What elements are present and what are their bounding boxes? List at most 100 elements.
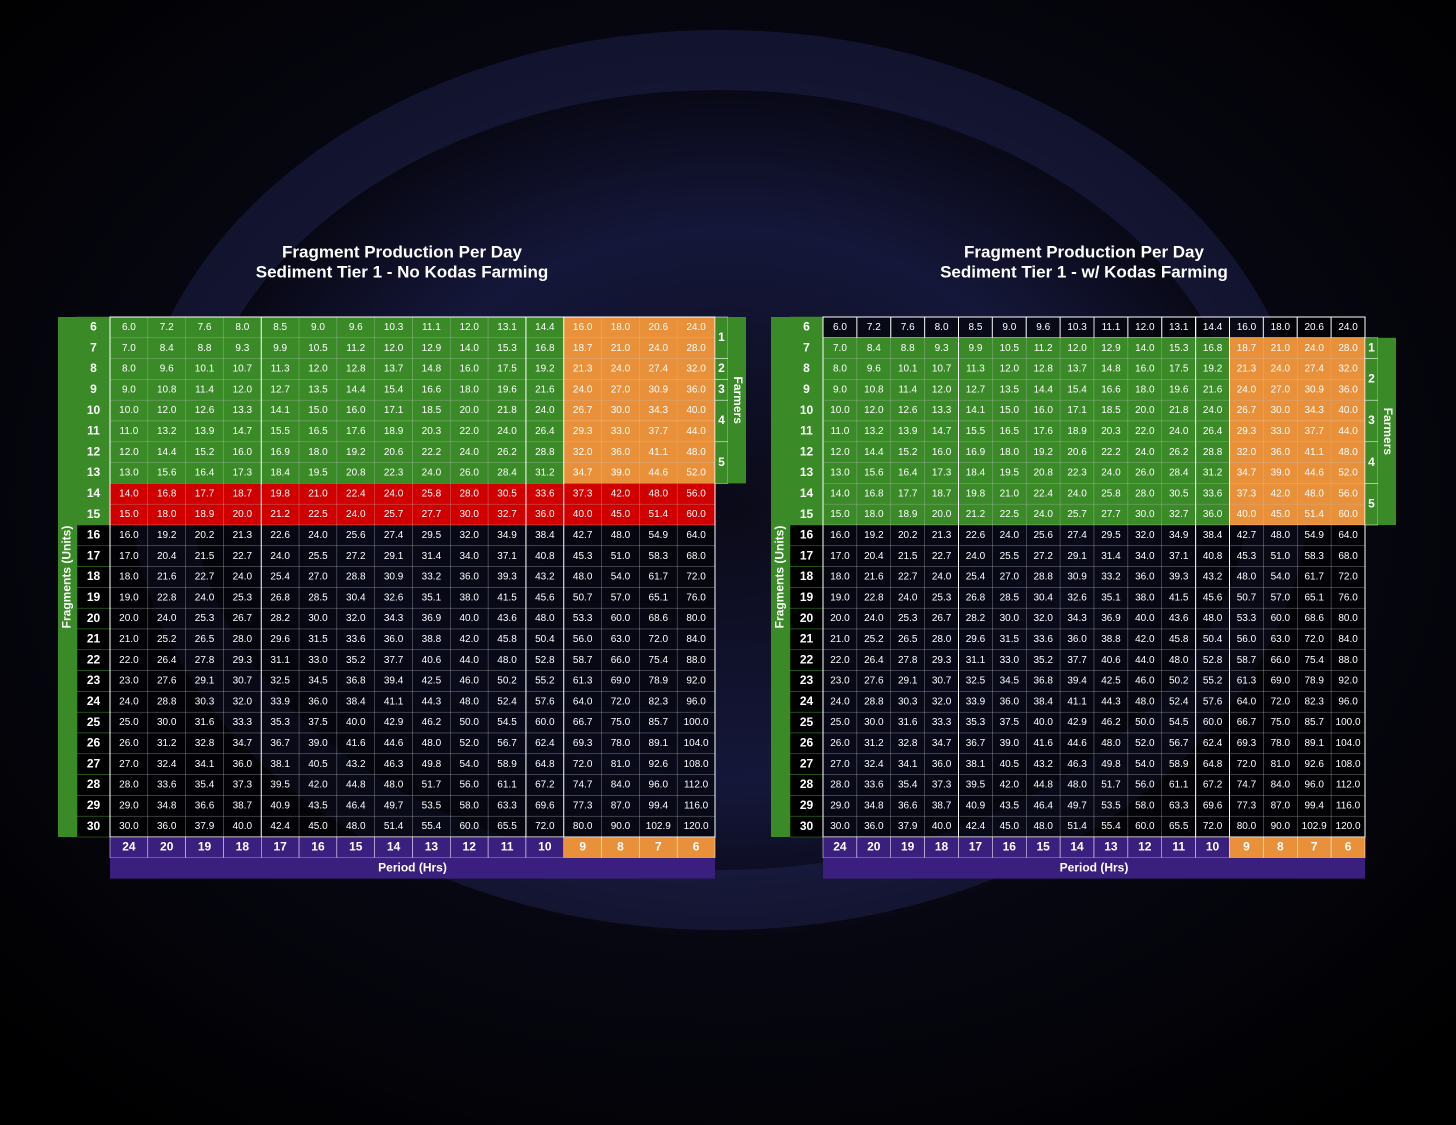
cell-value: 9.0 (122, 384, 136, 395)
period-label: 17 (273, 840, 287, 854)
cell-value: 35.4 (195, 780, 215, 791)
cell-value: 61.3 (1237, 676, 1257, 687)
cell-value: 80.0 (1237, 821, 1257, 832)
cell-value: 48.0 (611, 530, 631, 541)
cell-value: 24.0 (497, 426, 517, 437)
cell-value: 24.0 (1338, 322, 1358, 333)
row-label: 27 (87, 756, 101, 770)
cell-value: 40.6 (1101, 655, 1121, 666)
cell-value: 24.0 (898, 592, 918, 603)
cell-value: 42.9 (1067, 717, 1087, 728)
cell-value: 57.6 (535, 696, 555, 707)
cell-value: 25.7 (384, 509, 404, 520)
cell-value: 51.7 (422, 780, 442, 791)
cell-value: 52.8 (535, 655, 555, 666)
cell-value: 8.5 (968, 322, 982, 333)
cell-value: 16.0 (233, 447, 253, 458)
cell-value: 18.7 (233, 488, 253, 499)
cell-value: 24.0 (611, 364, 631, 375)
cell-value: 26.4 (864, 655, 884, 666)
cell-value: 48.0 (1203, 613, 1223, 624)
cell-value: 61.1 (1169, 780, 1189, 791)
cell-value: 58.0 (1135, 800, 1155, 811)
cell-value: 7.6 (901, 322, 915, 333)
cell-value: 33.0 (1271, 426, 1291, 437)
period-label: 6 (1345, 840, 1352, 854)
cell-value: 63.3 (1169, 800, 1189, 811)
cell-value: 28.8 (157, 696, 177, 707)
cell-value: 9.3 (235, 343, 249, 354)
cell-value: 31.6 (195, 717, 215, 728)
cell-value: 37.1 (1169, 551, 1189, 562)
cell-value: 19.2 (1203, 364, 1223, 375)
cell-value: 30.9 (384, 572, 404, 583)
cell-value: 38.7 (233, 800, 253, 811)
cell-value: 29.6 (966, 634, 986, 645)
cell-value: 28.0 (686, 343, 706, 354)
row-label: 13 (800, 465, 814, 479)
cell-value: 11.2 (1034, 343, 1053, 354)
cell-value: 22.8 (157, 592, 177, 603)
cell-value: 41.5 (497, 592, 517, 603)
cell-value: 39.3 (497, 572, 517, 583)
cell-value: 50.7 (573, 592, 593, 603)
period-label: 7 (655, 840, 662, 854)
cell-value: 35.4 (898, 780, 918, 791)
cell-value: 26.5 (195, 634, 215, 645)
cell-value: 22.4 (346, 488, 366, 499)
cell-value: 8.5 (273, 322, 287, 333)
cell-value: 27.0 (1000, 572, 1020, 583)
cell-value: 10.3 (384, 322, 404, 333)
x-axis-label: Period (Hrs) (1060, 860, 1129, 874)
cell-value: 18.5 (1101, 405, 1121, 416)
cell-value: 25.4 (270, 572, 290, 583)
cell-value: 25.2 (864, 634, 884, 645)
cell-value: 44.3 (422, 696, 442, 707)
cell-value: 28.8 (864, 696, 884, 707)
period-label: 14 (1070, 840, 1084, 854)
cell-value: 21.0 (1000, 488, 1020, 499)
cell-value: 51.0 (1271, 551, 1291, 562)
cell-value: 52.0 (1135, 738, 1155, 749)
cell-value: 30.0 (119, 821, 139, 832)
cell-value: 27.0 (308, 572, 328, 583)
cell-value: 43.2 (535, 572, 555, 583)
cell-value: 13.2 (157, 426, 177, 437)
cell-value: 9.0 (311, 322, 325, 333)
row-label: 15 (87, 507, 101, 521)
row-label: 6 (90, 320, 97, 334)
cell-value: 44.6 (384, 738, 404, 749)
cell-value: 84.0 (611, 780, 631, 791)
cell-value: 48.0 (1101, 738, 1121, 749)
cell-value: 30.3 (898, 696, 918, 707)
cell-value: 18.0 (864, 509, 884, 520)
cell-value: 24.0 (966, 551, 986, 562)
cell-value: 56.0 (1237, 634, 1257, 645)
cell-value: 20.0 (459, 405, 479, 416)
cell-value: 60.0 (1135, 821, 1155, 832)
cell-value: 56.0 (1338, 488, 1358, 499)
cell-value: 51.0 (611, 551, 631, 562)
cell-value: 112.0 (1336, 780, 1361, 791)
cell-value: 44.6 (649, 468, 669, 479)
row-label: 28 (87, 777, 101, 791)
cell-value: 21.0 (830, 634, 850, 645)
cell-value: 29.5 (1101, 530, 1121, 541)
cell-value: 78.0 (611, 738, 631, 749)
cell-value: 14.4 (864, 447, 884, 458)
cell-value: 58.3 (649, 551, 669, 562)
cell-value: 42.9 (384, 717, 404, 728)
cell-value: 29.6 (270, 634, 290, 645)
cell-value: 44.6 (1067, 738, 1087, 749)
cell-value: 16.6 (1101, 384, 1121, 395)
period-label: 9 (579, 840, 586, 854)
cell-value: 43.6 (497, 613, 517, 624)
cell-value: 34.8 (157, 800, 177, 811)
cell-value: 67.2 (1203, 780, 1223, 791)
row-label: 24 (87, 694, 101, 708)
cell-value: 66.0 (1271, 655, 1291, 666)
cell-value: 24.0 (308, 530, 328, 541)
row-label: 7 (90, 340, 97, 354)
cell-value: 10.5 (308, 343, 328, 354)
cell-value: 49.8 (422, 759, 442, 770)
